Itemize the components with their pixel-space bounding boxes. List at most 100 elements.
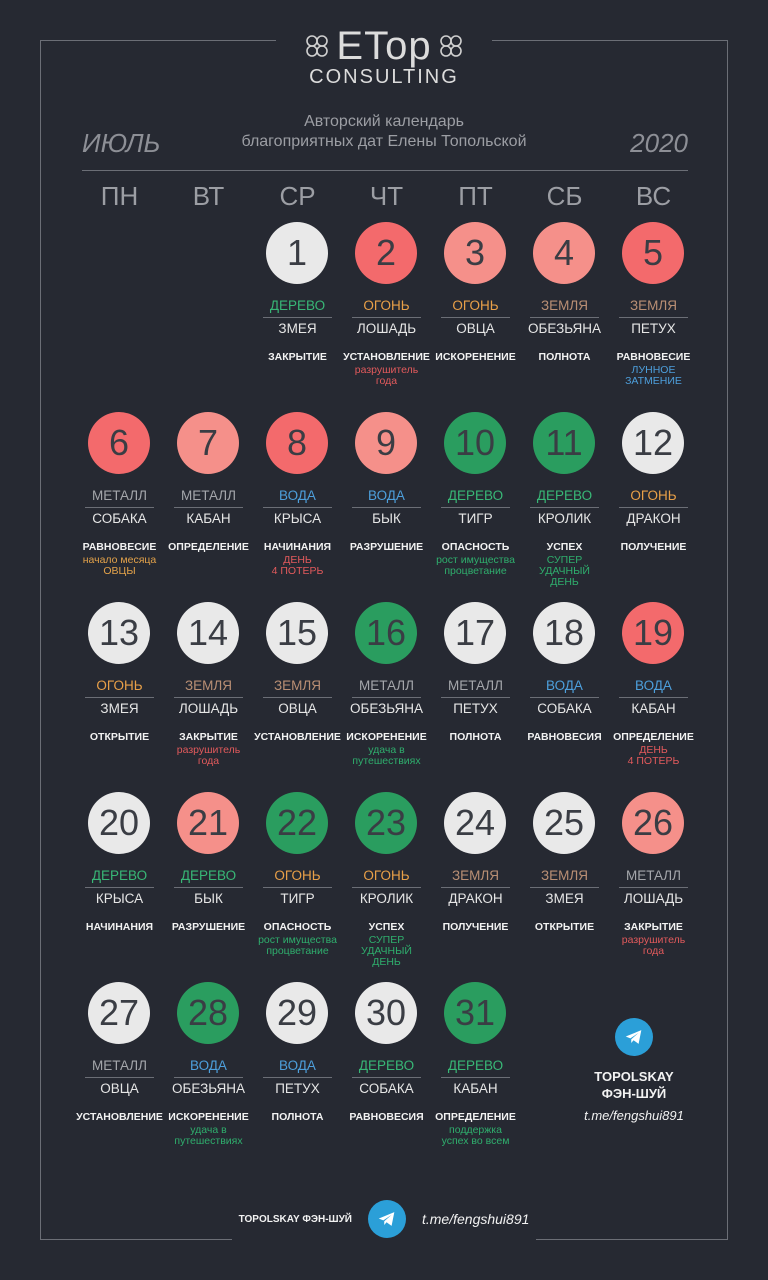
day-cell-31[interactable]: 31 ДЕРЕВО КАБАН ОПРЕДЕЛЕНИЕ поддержка успех в… [431, 980, 520, 1170]
day-element: ОГОНЬ [452, 298, 499, 313]
day-cell-16[interactable]: 16 МЕТАЛЛ ОБЕЗЬЯНА ИСКОРЕНЕНИЕ удача в путеше… [342, 600, 431, 790]
day-cell-22[interactable]: 22 ОГОНЬ ТИГР ОПАСНОСТЬ рост имущества процве… [253, 790, 342, 980]
telegram-icon[interactable] [615, 1018, 653, 1056]
day-type: РАВНОВЕСИЯ [527, 731, 602, 743]
day-type: НАЧИНАНИЯ [85, 921, 154, 933]
day-element: ОГОНЬ [363, 298, 410, 313]
day-cell-20[interactable]: 20 ДЕРЕВО КРЫСА НАЧИНАНИЯ [75, 790, 164, 980]
day-cell-2[interactable]: 2 ОГОНЬ ЛОШАДЬ УСТАНОВЛЕНИЕ разрушитель года [342, 220, 431, 410]
day-animal: КАБАН [631, 701, 676, 716]
header-divider [82, 170, 688, 171]
day-type: РАВНОВЕСИЕ [616, 351, 691, 363]
day-element: ОГОНЬ [363, 868, 410, 883]
day-cell-24[interactable]: 24 ЗЕМЛЯ ДРАКОН ПОЛУЧЕНИЕ [431, 790, 520, 980]
day-animal: ЛОШАДЬ [178, 701, 239, 716]
day-cell-25[interactable]: 25 ЗЕМЛЯ ЗМЕЯ ОТКРЫТИЕ [520, 790, 609, 980]
day-type: РАЗРУШЕНИЕ [171, 921, 246, 933]
day-number: 12 [622, 412, 684, 474]
day-type: ИСКОРЕНЕНИЕ [435, 351, 516, 363]
telegram-name-line-1: TOPOLSKAY [594, 1069, 674, 1084]
day-cell-19[interactable]: 19 ВОДА КАБАН ОПРЕДЕЛЕНИЕ ДЕНЬ 4 ПОТЕРЬ [609, 600, 698, 790]
day-animal: СОБАКА [537, 701, 592, 716]
day-cell-18[interactable]: 18 ВОДА СОБАКА РАВНОВЕСИЯ [520, 600, 609, 790]
day-note: разрушитель года [354, 364, 419, 387]
day-cell-11[interactable]: 11 ДЕРЕВО КРОЛИК УСПЕХ СУПЕР УДАЧНЫЙ ДЕНЬ [520, 410, 609, 600]
day-divider [263, 1077, 332, 1078]
telegram-name-line-2: ФЭН-ШУЙ [601, 1086, 667, 1101]
paper-plane-icon [378, 1212, 395, 1226]
day-note: ДЕНЬ 4 ПОТЕРЬ [627, 744, 680, 767]
day-animal: КРЫСА [95, 891, 144, 906]
day-number: 11 [533, 412, 595, 474]
day-cell-5[interactable]: 5 ЗЕМЛЯ ПЕТУХ РАВНОВЕСИЕ ЛУННОЕ ЗАТМЕНИЕ [609, 220, 698, 410]
day-type: ПОЛНОТА [538, 351, 591, 363]
paper-plane-icon [625, 1030, 642, 1044]
day-divider [441, 507, 510, 508]
day-type: УСТАНОВЛЕНИЕ [343, 351, 430, 363]
telegram-block: TOPOLSKAY ФЭН-ШУЙ t.me/fengshui891 [570, 1018, 698, 1123]
day-note: удача в путешествиях [352, 744, 421, 767]
day-cell-28[interactable]: 28 ВОДА ОБЕЗЬЯНА ИСКОРЕНЕНИЕ удача в путешест… [164, 980, 253, 1170]
day-element: ВОДА [279, 488, 316, 503]
footer-telegram-icon[interactable] [367, 1200, 406, 1238]
day-cell-26[interactable]: 26 МЕТАЛЛ ЛОШАДЬ ЗАКРЫТИЕ разрушитель года [609, 790, 698, 980]
day-divider [263, 697, 332, 698]
day-animal: ПЕТУХ [275, 1081, 320, 1096]
day-number: 25 [533, 792, 595, 854]
day-cell-27[interactable]: 27 МЕТАЛЛ ОВЦА УСТАНОВЛЕНИЕ [75, 980, 164, 1170]
logo-subtitle: CONSULTING [309, 66, 459, 88]
frame-gap-bottom [232, 1232, 536, 1246]
day-cell-13[interactable]: 13 ОГОНЬ ЗМЕЯ ОТКРЫТИЕ [75, 600, 164, 790]
day-cell-7[interactable]: 7 МЕТАЛЛ КАБАН ОПРЕДЕЛЕНИЕ [164, 410, 253, 600]
day-cell-12[interactable]: 12 ОГОНЬ ДРАКОН ПОЛУЧЕНИЕ [609, 410, 698, 600]
subtitle-line-2: благоприятных дат Елены Топольской [241, 133, 527, 150]
day-note: разрушитель года [176, 744, 241, 767]
day-cell-10[interactable]: 10 ДЕРЕВО ТИГР ОПАСНОСТЬ рост имущества процв… [431, 410, 520, 600]
day-number: 6 [88, 412, 150, 474]
day-divider [530, 887, 599, 888]
day-cell-17[interactable]: 17 МЕТАЛЛ ПЕТУХ ПОЛНОТА [431, 600, 520, 790]
day-number: 29 [266, 982, 328, 1044]
day-number: 2 [355, 222, 417, 284]
subtitle-line-1: Авторский календарь [304, 113, 464, 130]
day-type: ИСКОРЕНЕНИЕ [168, 1111, 249, 1123]
day-note: СУПЕР УДАЧНЫЙ ДЕНЬ [539, 554, 590, 588]
day-cell-1[interactable]: 1 ДЕРЕВО ЗМЕЯ ЗАКРЫТИЕ [253, 220, 342, 410]
day-cell-4[interactable]: 4 ЗЕМЛЯ ОБЕЗЬЯНА ПОЛНОТА [520, 220, 609, 410]
day-animal: ОБЕЗЬЯНА [172, 1081, 245, 1096]
day-type: ОТКРЫТИЕ [534, 921, 595, 933]
day-number: 24 [444, 792, 506, 854]
day-animal: ОВЦА [456, 321, 495, 336]
day-animal: ПЕТУХ [453, 701, 498, 716]
day-number: 21 [177, 792, 239, 854]
day-animal: ЗМЕЯ [545, 891, 584, 906]
day-divider [263, 507, 332, 508]
day-cell-23[interactable]: 23 ОГОНЬ КРОЛИК УСПЕХ СУПЕР УДАЧНЫЙ ДЕНЬ [342, 790, 431, 980]
day-cell-30[interactable]: 30 ДЕРЕВО СОБАКА РАВНОВЕСИЯ [342, 980, 431, 1170]
day-number: 30 [355, 982, 417, 1044]
day-animal: ЛОШАДЬ [623, 891, 684, 906]
telegram-link[interactable]: t.me/fengshui891 [584, 1108, 684, 1123]
day-cell-9[interactable]: 9 ВОДА БЫК РАЗРУШЕНИЕ [342, 410, 431, 600]
footer-link[interactable]: t.me/fengshui891 [421, 1211, 530, 1227]
day-cell-15[interactable]: 15 ЗЕМЛЯ ОВЦА УСТАНОВЛЕНИЕ [253, 600, 342, 790]
day-number: 3 [444, 222, 506, 284]
day-number: 19 [622, 602, 684, 664]
day-cell-8[interactable]: 8 ВОДА КРЫСА НАЧИНАНИЯ ДЕНЬ 4 ПОТЕРЬ [253, 410, 342, 600]
day-cell-29[interactable]: 29 ВОДА ПЕТУХ ПОЛНОТА [253, 980, 342, 1170]
day-type: ПОЛУЧЕНИЕ [442, 921, 509, 933]
day-animal: ДРАКОН [626, 511, 681, 526]
day-cell-14[interactable]: 14 ЗЕМЛЯ ЛОШАДЬ ЗАКРЫТИЕ разрушитель года [164, 600, 253, 790]
logo: ETop CONSULTING [0, 24, 768, 89]
day-element: ОГОНЬ [274, 868, 321, 883]
day-number: 7 [177, 412, 239, 474]
day-element: ВОДА [368, 488, 405, 503]
day-cell-3[interactable]: 3 ОГОНЬ ОВЦА ИСКОРЕНЕНИЕ [431, 220, 520, 410]
day-cell-6[interactable]: 6 МЕТАЛЛ СОБАКА РАВНОВЕСИЕ начало месяца ОВЦЫ [75, 410, 164, 600]
day-element: МЕТАЛЛ [180, 488, 237, 503]
empty-cell [75, 220, 164, 410]
day-type: УСПЕХ [546, 541, 583, 553]
day-cell-21[interactable]: 21 ДЕРЕВО БЫК РАЗРУШЕНИЕ [164, 790, 253, 980]
day-number: 13 [88, 602, 150, 664]
calendar-grid: 1 ДЕРЕВО ЗМЕЯ ЗАКРЫТИЕ 2 ОГОНЬ ЛОШАДЬ УСТАНОВЛЕ… [75, 220, 699, 1170]
